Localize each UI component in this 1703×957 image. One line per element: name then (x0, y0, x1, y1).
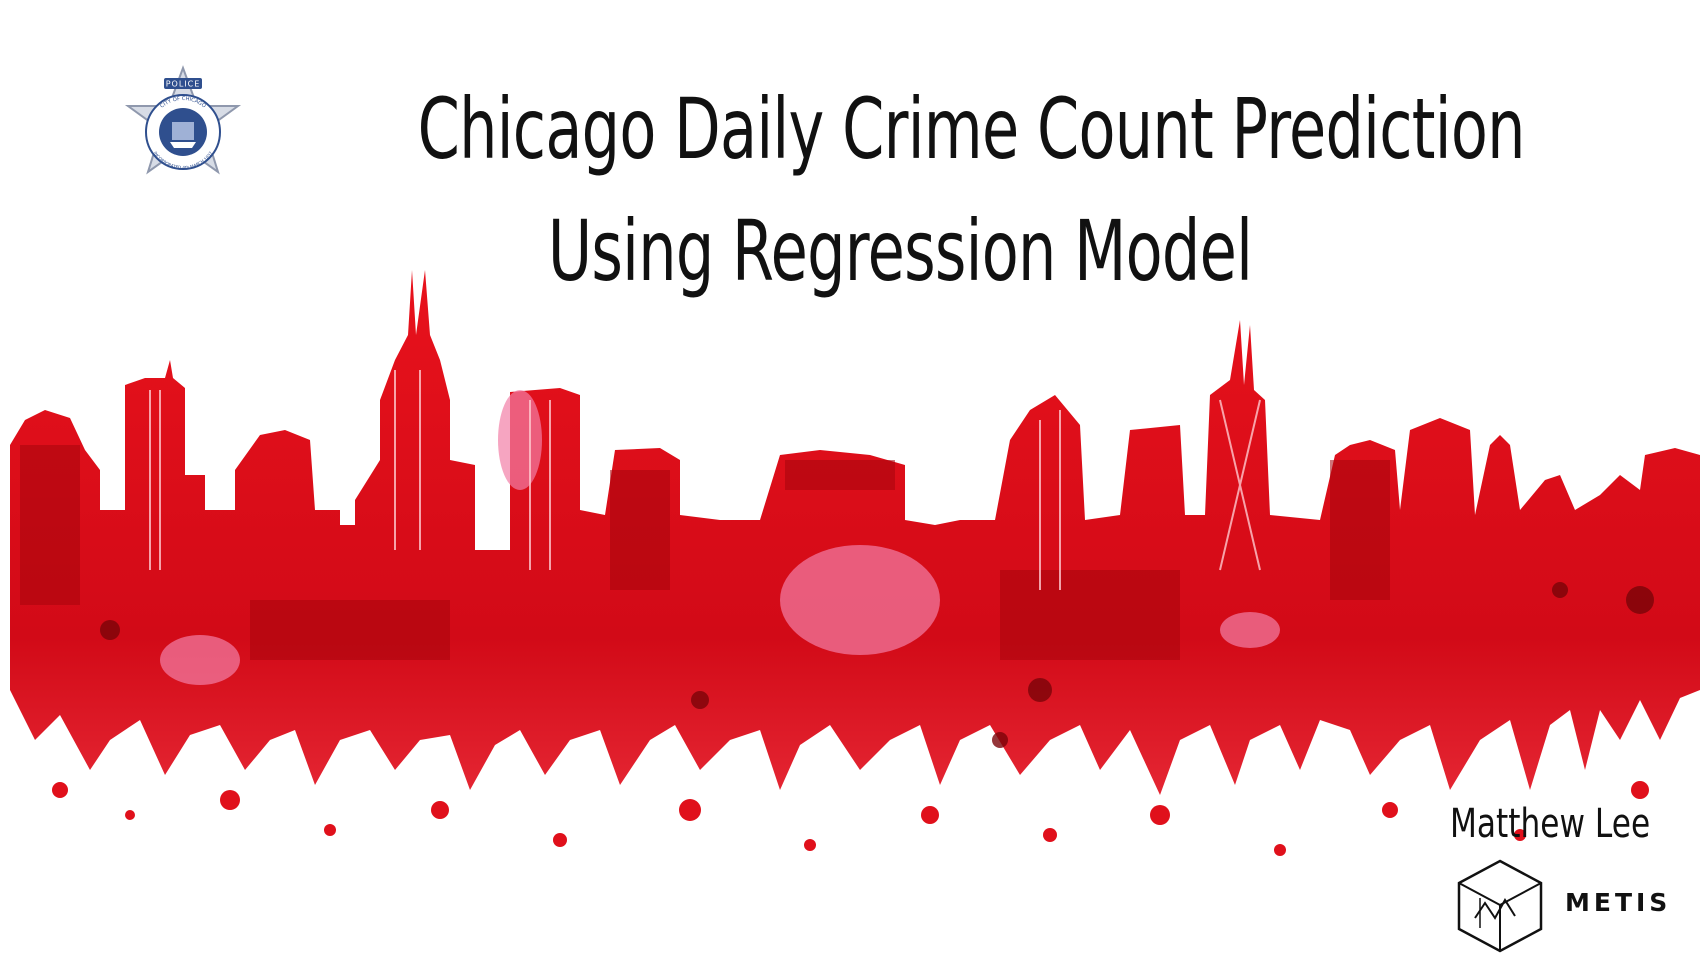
chicago-skyline-illustration (10, 270, 1700, 856)
author-name: Matthew Lee (1450, 801, 1651, 847)
metis-logo-icon (1457, 859, 1543, 953)
slide-title: Chicago Daily Crime Count Prediction Usi… (417, 68, 1526, 312)
chicago-police-badge-icon: POLICE CITY OF CHICAGO INCORPORATED 4th … (124, 65, 242, 175)
badge-top-text: POLICE (166, 80, 201, 89)
title-line-1: Chicago Daily Crime Count Prediction (417, 80, 1526, 178)
title-line-2: Using Regression Model (547, 202, 1253, 300)
org-name: METIS (1565, 888, 1672, 917)
